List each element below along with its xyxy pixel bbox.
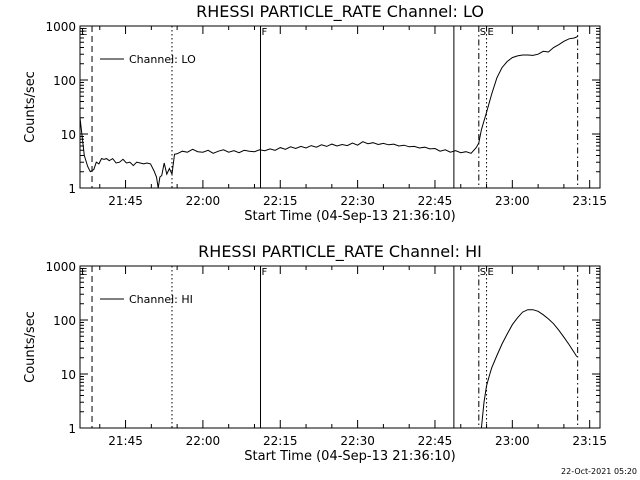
x-tick-label: 23:00: [495, 434, 530, 448]
legend-label: Channel: HI: [129, 293, 193, 306]
chart-panel-1: RHESSI PARTICLE_RATE Channel: LO 1 10 100 10…: [23, 2, 607, 224]
chart-panel-2: RHESSI PARTICLE_RATE Channel: HI 1 10 100 10…: [23, 242, 607, 464]
series-line-channel-lo: [79, 36, 578, 189]
legend-label: Channel: LO: [129, 53, 196, 66]
y-axis-label: Counts/sec: [23, 71, 38, 143]
y-tick-label: 1: [68, 182, 76, 196]
event-marker-label: E: [81, 267, 87, 278]
y-tick-label: 1000: [45, 260, 76, 274]
chart-title: RHESSI PARTICLE_RATE Channel: LO: [196, 2, 484, 22]
x-tick-label: 22:00: [186, 434, 221, 448]
y-tick-label: 10: [61, 128, 76, 142]
event-marker-label: E: [81, 27, 87, 38]
x-tick-label: 23:00: [495, 194, 530, 208]
y-tick-label: 10: [61, 368, 76, 382]
x-tick-label: 22:15: [263, 434, 298, 448]
y-tick-label: 100: [53, 314, 76, 328]
x-axis-label: Start Time (04-Sep-13 21:36:10): [244, 449, 455, 464]
x-tick-label: 21:45: [108, 194, 143, 208]
x-tick-label: 22:15: [263, 194, 298, 208]
x-tick-label: 22:30: [340, 434, 375, 448]
event-marker-label: S: [480, 27, 486, 38]
y-tick-label: 100: [53, 74, 76, 88]
series-line-channel-hi: [480, 309, 578, 429]
x-tick-label: 23:15: [572, 194, 607, 208]
chart-title: RHESSI PARTICLE_RATE Channel: HI: [198, 242, 482, 262]
y-tick-label: 1000: [45, 20, 76, 34]
x-tick-label: 22:00: [186, 194, 221, 208]
plot-frame: [79, 25, 601, 189]
plot-frame: [79, 265, 601, 429]
event-marker-label: F: [261, 27, 267, 38]
event-marker-label: F: [261, 267, 267, 278]
x-tick-label: 23:15: [572, 434, 607, 448]
x-axis-label: Start Time (04-Sep-13 21:36:10): [244, 209, 455, 224]
x-tick-label: 22:30: [340, 194, 375, 208]
x-tick-label: 22:45: [418, 194, 453, 208]
footer-timestamp: 22-Oct-2021 05:20: [561, 467, 637, 476]
event-marker-label: E: [488, 267, 494, 278]
x-tick-label: 21:45: [108, 434, 143, 448]
y-tick-label: 1: [68, 422, 76, 436]
event-marker-label: S: [480, 267, 486, 278]
x-tick-label: 22:45: [418, 434, 453, 448]
event-marker-label: E: [488, 27, 494, 38]
y-axis-label: Counts/sec: [23, 311, 38, 383]
